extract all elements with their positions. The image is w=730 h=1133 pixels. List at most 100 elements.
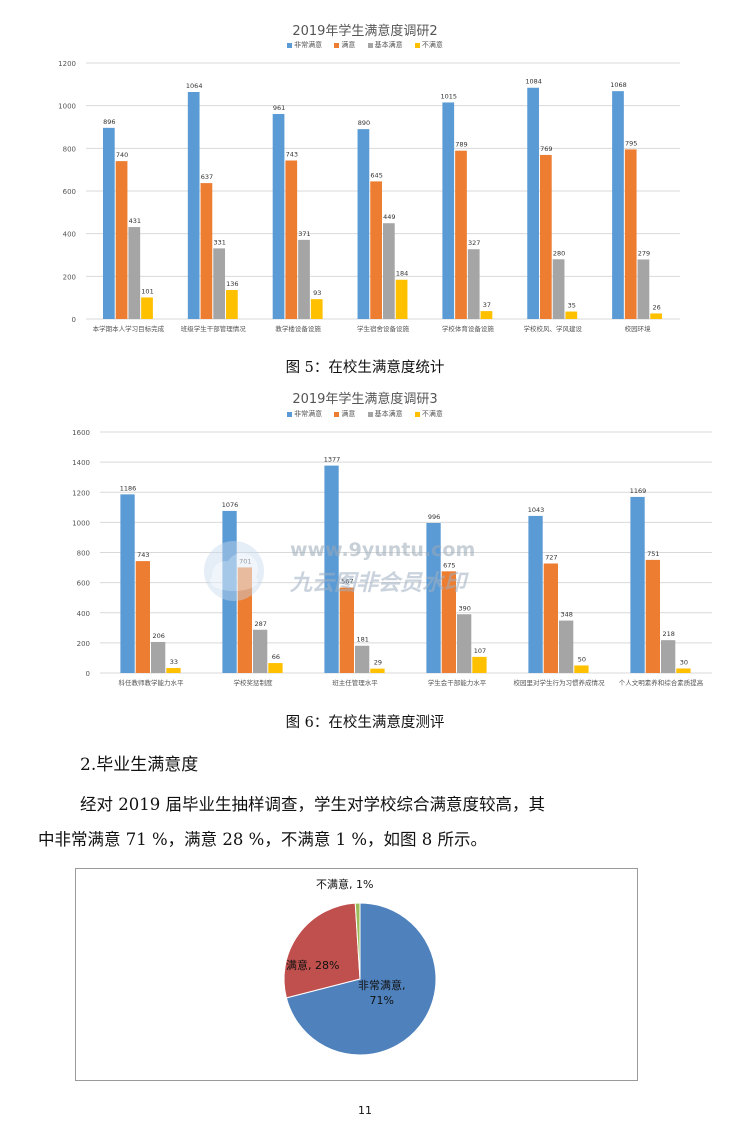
bar <box>135 561 150 673</box>
bar-chart-2: 0 200 400 600 800 1000 1200 1400 1600 1186 743 206 3… <box>72 429 712 687</box>
y-tick-label: 1200 <box>58 60 76 68</box>
x-tick-label: 教学楼设备设施 <box>275 324 321 333</box>
data-label: 101 <box>141 287 153 295</box>
pie-slice <box>285 902 437 1056</box>
data-label: 181 <box>356 636 368 644</box>
legend-item: 基本满意 <box>367 409 403 419</box>
data-label: 727 <box>545 553 557 561</box>
x-tick-label: 校园环境 <box>625 324 652 333</box>
data-label: 751 <box>647 550 659 558</box>
chart2-legend: 非常满意 满意 基本满意 不满意 <box>0 409 730 419</box>
y-tick-label: 200 <box>63 273 76 281</box>
data-label: 890 <box>358 119 370 127</box>
data-label: 371 <box>298 230 310 238</box>
paragraph-line: 经对 2019 届毕业生抽样调查，学生对学校综合满意度较高，其 <box>80 795 545 814</box>
x-tick-label: 学生宿舍设备设施 <box>357 324 410 333</box>
data-label: 50 <box>578 655 586 663</box>
bar <box>472 656 487 673</box>
bar <box>383 223 395 319</box>
legend-item: 不满意 <box>414 40 443 50</box>
pie-slice <box>354 902 361 980</box>
bar <box>151 641 166 673</box>
bar <box>527 87 539 319</box>
bar <box>115 161 128 319</box>
bar <box>624 149 637 319</box>
bar <box>612 91 624 319</box>
data-label: 37 <box>483 301 491 309</box>
x-tick-label: 学校校风、学风建设 <box>523 324 582 333</box>
bar <box>298 239 310 319</box>
data-label: 740 <box>116 151 128 159</box>
pie-chart <box>283 902 437 1056</box>
data-label: 789 <box>455 141 467 149</box>
bar <box>441 571 456 673</box>
bar <box>102 127 115 319</box>
bar <box>237 567 252 673</box>
bar <box>565 311 578 319</box>
data-label: 348 <box>560 611 572 619</box>
watermark: www.9yuntu.com 九云图非会员水印 <box>198 535 498 605</box>
y-tick-label: 400 <box>77 610 90 618</box>
data-label: 743 <box>286 150 298 158</box>
data-label: 1377 <box>324 456 341 464</box>
pie-chart-frame: 不满意, 1% 满意, 28% 非常满意, 71% <box>75 868 638 1081</box>
bar <box>637 259 650 319</box>
x-tick-label: 学校奖惩制度 <box>234 678 274 687</box>
data-label: 26 <box>653 303 661 311</box>
data-label: 567 <box>341 578 353 586</box>
data-label: 795 <box>625 139 637 147</box>
bar <box>676 668 691 673</box>
bar <box>426 522 441 673</box>
cloud-logo-icon <box>204 541 264 601</box>
chart1-title: 2019年学生满意度调研2 <box>292 24 438 39</box>
data-label: 206 <box>152 632 164 640</box>
y-tick-label: 1200 <box>72 489 90 497</box>
y-tick-label: 800 <box>77 550 90 558</box>
data-label: 996 <box>428 513 440 521</box>
bar <box>166 668 181 673</box>
x-tick-label: 个人文明素养和综合素质提高 <box>619 678 704 687</box>
data-label: 107 <box>474 647 486 655</box>
bar-chart-1: 0 200 400 600 800 1000 1200 896 740 431 101 本学期本人学习… <box>58 60 680 333</box>
bar <box>543 563 558 673</box>
bar <box>324 465 339 673</box>
y-tick-label: 800 <box>63 145 76 153</box>
legend-item: 基本满意 <box>367 40 403 50</box>
data-label: 30 <box>680 658 688 666</box>
x-tick-label: 班主任管理水平 <box>332 678 378 687</box>
y-tick-label: 1400 <box>72 459 90 467</box>
bar <box>370 668 385 673</box>
bar <box>480 311 493 319</box>
data-label: 390 <box>458 604 470 612</box>
bar <box>457 614 472 673</box>
bar <box>213 248 226 319</box>
bar <box>661 640 676 673</box>
bar <box>128 227 141 319</box>
bar <box>187 92 200 319</box>
data-label: 769 <box>540 145 552 153</box>
y-tick-label: 0 <box>86 670 90 678</box>
data-label: 327 <box>468 239 480 247</box>
x-tick-label: 班级学生干部管理情况 <box>181 324 247 333</box>
bar <box>200 183 213 319</box>
bar <box>268 663 283 673</box>
data-label: 331 <box>213 238 225 246</box>
pie-label-very-name: 非常满意, <box>358 979 406 992</box>
data-label: 1076 <box>222 501 239 509</box>
data-label: 1169 <box>630 487 647 495</box>
y-tick-label: 400 <box>63 231 76 239</box>
data-label: 29 <box>374 659 382 667</box>
pie-label-very-satisfied: 非常满意, 71% <box>358 978 406 1008</box>
bar <box>355 645 370 673</box>
bar <box>539 154 552 319</box>
x-tick-label: 科任教师教学能力水平 <box>119 678 185 687</box>
y-tick-label: 600 <box>63 188 76 196</box>
bar <box>357 129 370 319</box>
figure-6-caption: 图 6：在校生满意度测评 <box>285 715 445 731</box>
bar <box>120 494 135 673</box>
legend-item: 满意 <box>334 409 355 419</box>
data-label: 184 <box>396 270 408 278</box>
data-label: 33 <box>170 658 178 666</box>
legend-item: 非常满意 <box>287 40 322 50</box>
chart1-legend: 非常满意 满意 基本满意 不满意 <box>0 40 730 50</box>
